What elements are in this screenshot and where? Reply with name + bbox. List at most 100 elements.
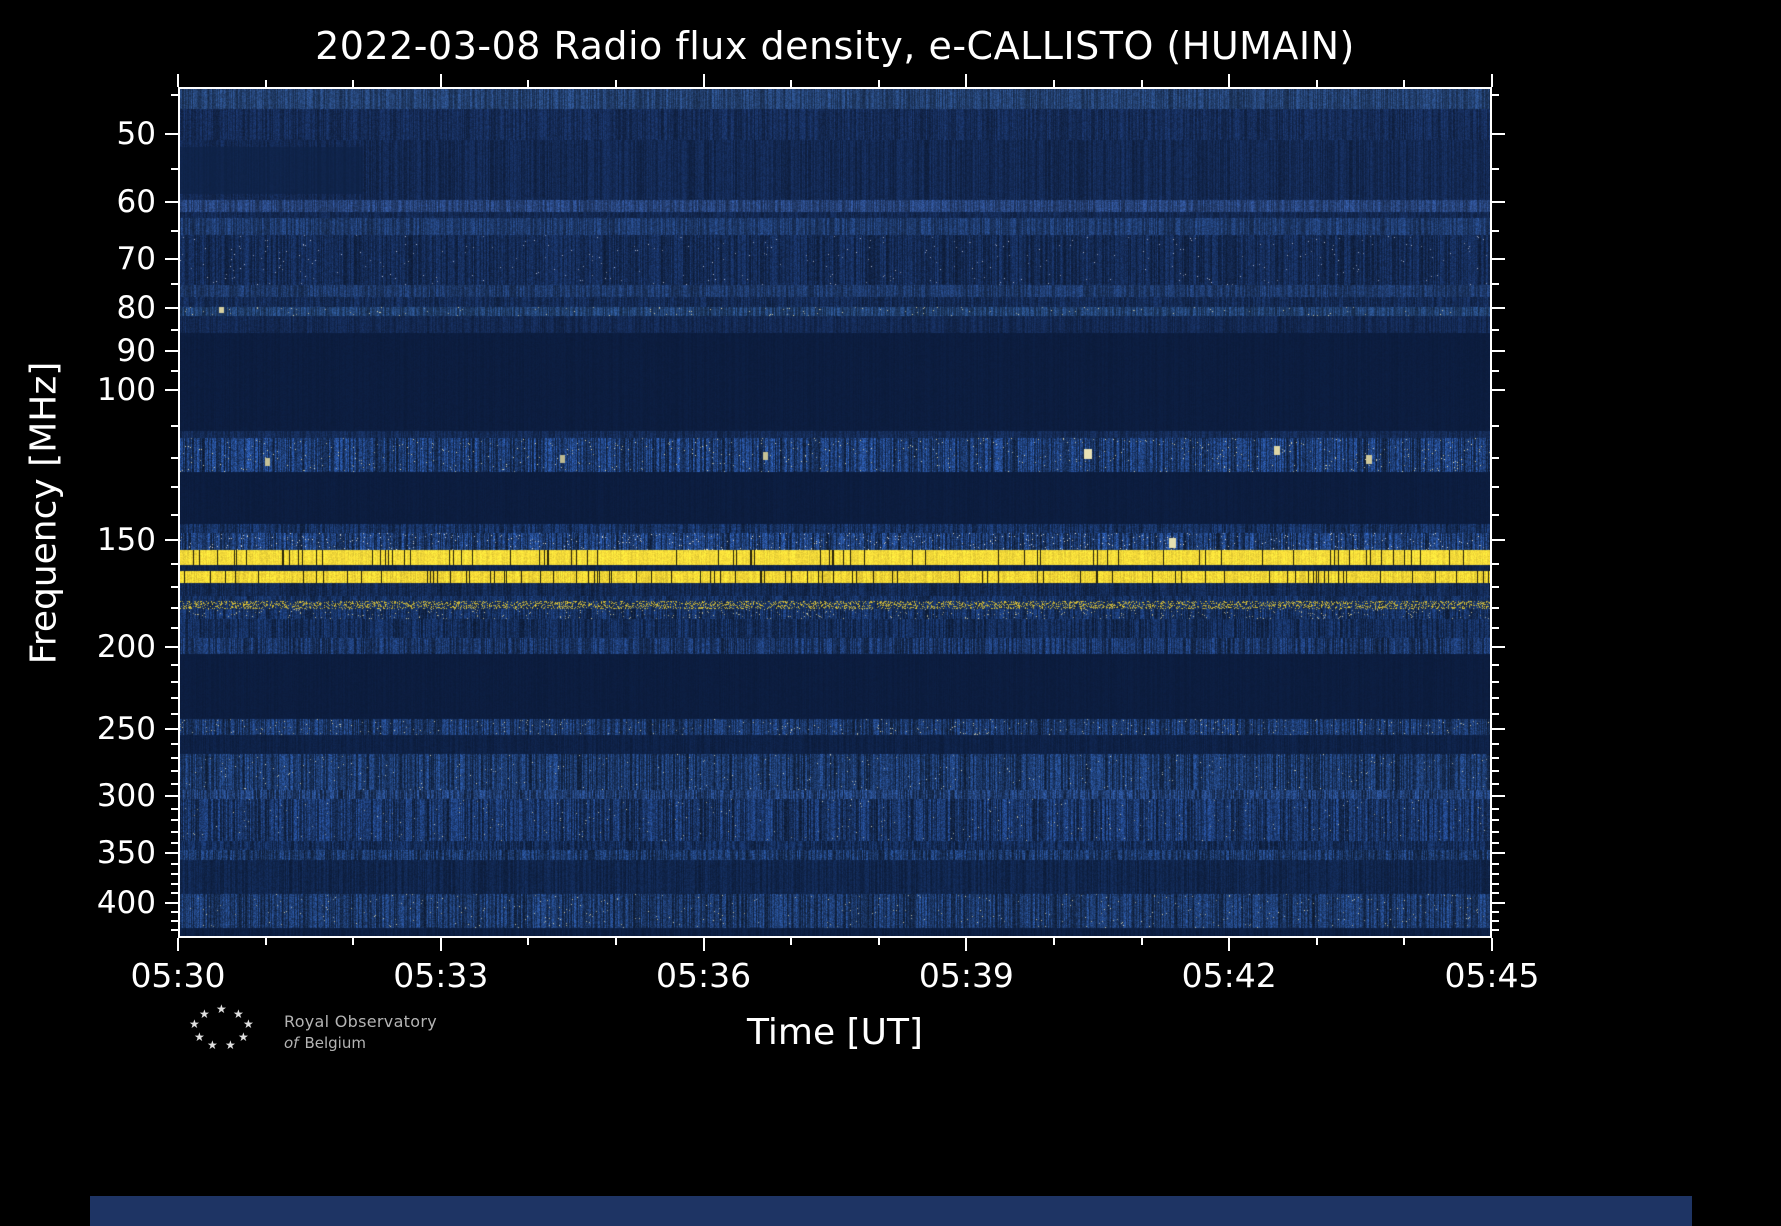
- x-tick-major: [965, 74, 968, 87]
- y-tick-minor: [171, 486, 178, 489]
- y-tick-major: [165, 306, 178, 309]
- star-icon: ★: [189, 1017, 200, 1031]
- y-tick-label: 300: [96, 778, 156, 815]
- x-tick-minor: [1140, 80, 1143, 87]
- x-tick-minor: [264, 80, 267, 87]
- y-tick-minor: [171, 283, 178, 286]
- y-tick-minor: [171, 862, 178, 865]
- y-tick-minor: [1492, 910, 1499, 913]
- x-tick-major: [1228, 938, 1231, 951]
- star-icon: ★: [238, 1030, 249, 1044]
- x-tick-minor: [264, 938, 267, 945]
- y-tick-major: [165, 200, 178, 203]
- y-tick-label: 60: [116, 183, 156, 220]
- x-tick-minor: [877, 80, 880, 87]
- y-tick-minor: [171, 697, 178, 700]
- x-tick-major: [177, 74, 179, 87]
- y-tick-minor: [171, 910, 178, 913]
- y-tick-minor: [171, 769, 178, 772]
- star-icon: ★: [207, 1038, 218, 1052]
- y-tick-minor: [1492, 882, 1499, 885]
- y-tick-minor: [1492, 830, 1499, 833]
- y-tick-major: [1492, 350, 1505, 353]
- star-icon: ★: [194, 1030, 205, 1044]
- x-tick-minor: [615, 80, 617, 87]
- y-tick-minor: [1492, 782, 1499, 785]
- y-tick-minor: [1492, 928, 1499, 931]
- x-tick-minor: [877, 938, 880, 945]
- x-tick-minor: [1315, 80, 1318, 87]
- x-tick-minor: [352, 80, 355, 87]
- y-tick-minor: [1492, 756, 1499, 759]
- y-tick-minor: [1492, 283, 1499, 286]
- x-tick-major: [702, 938, 705, 951]
- observatory-logo: ★ ★ ★ ★ ★ ★ ★ ★ ★: [186, 1003, 258, 1053]
- chart-title: 2022-03-08 Radio flux density, e-CALLIST…: [315, 24, 1355, 68]
- y-tick-minor: [1492, 663, 1499, 666]
- x-tick-major: [965, 938, 968, 951]
- y-tick-minor: [1492, 841, 1499, 844]
- y-tick-minor: [1492, 329, 1499, 332]
- y-tick-label: 90: [116, 333, 156, 370]
- y-tick-minor: [1492, 456, 1499, 459]
- y-tick-minor: [171, 872, 178, 875]
- y-tick-minor: [1492, 513, 1499, 516]
- star-icon: ★: [233, 1007, 244, 1021]
- y-tick-minor: [1492, 94, 1499, 97]
- y-tick-major: [1492, 852, 1505, 855]
- y-tick-minor: [171, 370, 178, 373]
- y-tick-minor: [1492, 742, 1499, 745]
- star-icon: ★: [243, 1017, 254, 1031]
- x-tick-minor: [790, 80, 793, 87]
- y-tick-label: 80: [116, 289, 156, 326]
- y-tick-minor: [1492, 919, 1499, 922]
- x-tick-label: 05:42: [1181, 956, 1277, 995]
- y-tick-major: [165, 257, 178, 260]
- y-tick-major: [165, 539, 178, 542]
- y-tick-minor: [1492, 606, 1499, 609]
- y-tick-minor: [171, 742, 178, 745]
- x-tick-minor: [1053, 938, 1055, 945]
- y-tick-minor: [171, 712, 178, 715]
- y-tick-minor: [171, 841, 178, 844]
- y-tick-minor: [171, 919, 178, 922]
- y-tick-minor: [171, 626, 178, 629]
- y-tick-minor: [1492, 626, 1499, 629]
- y-tick-minor: [171, 94, 178, 97]
- x-tick-major: [1228, 74, 1231, 87]
- observatory-name-belgium: Belgium: [304, 1034, 366, 1052]
- y-tick-minor: [171, 585, 178, 588]
- y-tick-minor: [171, 680, 178, 683]
- y-tick-major: [1492, 200, 1505, 203]
- observatory-name: Royal Observatory of Belgium: [284, 1012, 437, 1052]
- star-icon: ★: [225, 1038, 236, 1052]
- y-tick-minor: [171, 663, 178, 666]
- y-tick-minor: [1492, 862, 1499, 865]
- y-tick-major: [1492, 539, 1505, 542]
- x-tick-minor: [352, 938, 355, 945]
- y-tick-major: [165, 852, 178, 855]
- y-tick-label: 250: [96, 711, 156, 748]
- x-tick-minor: [1315, 938, 1318, 945]
- x-tick-major: [439, 74, 442, 87]
- y-tick-major: [1492, 257, 1505, 260]
- y-tick-minor: [171, 563, 178, 566]
- y-tick-minor: [171, 513, 178, 516]
- y-tick-minor: [1492, 819, 1499, 822]
- y-tick-minor: [1492, 563, 1499, 566]
- y-tick-minor: [1492, 168, 1499, 171]
- observatory-name-of: of: [284, 1034, 299, 1052]
- x-tick-major: [702, 74, 705, 87]
- x-tick-label: 05:30: [130, 956, 226, 995]
- x-tick-major: [1491, 74, 1493, 87]
- y-tick-minor: [171, 756, 178, 759]
- y-tick-minor: [1492, 230, 1499, 233]
- x-tick-minor: [527, 938, 530, 945]
- x-tick-minor: [1053, 80, 1055, 87]
- bottom-strip: [90, 1196, 1692, 1226]
- y-tick-major: [1492, 389, 1505, 392]
- x-tick-label: 05:39: [918, 956, 1014, 995]
- y-tick-label: 70: [116, 240, 156, 277]
- y-tick-minor: [171, 606, 178, 609]
